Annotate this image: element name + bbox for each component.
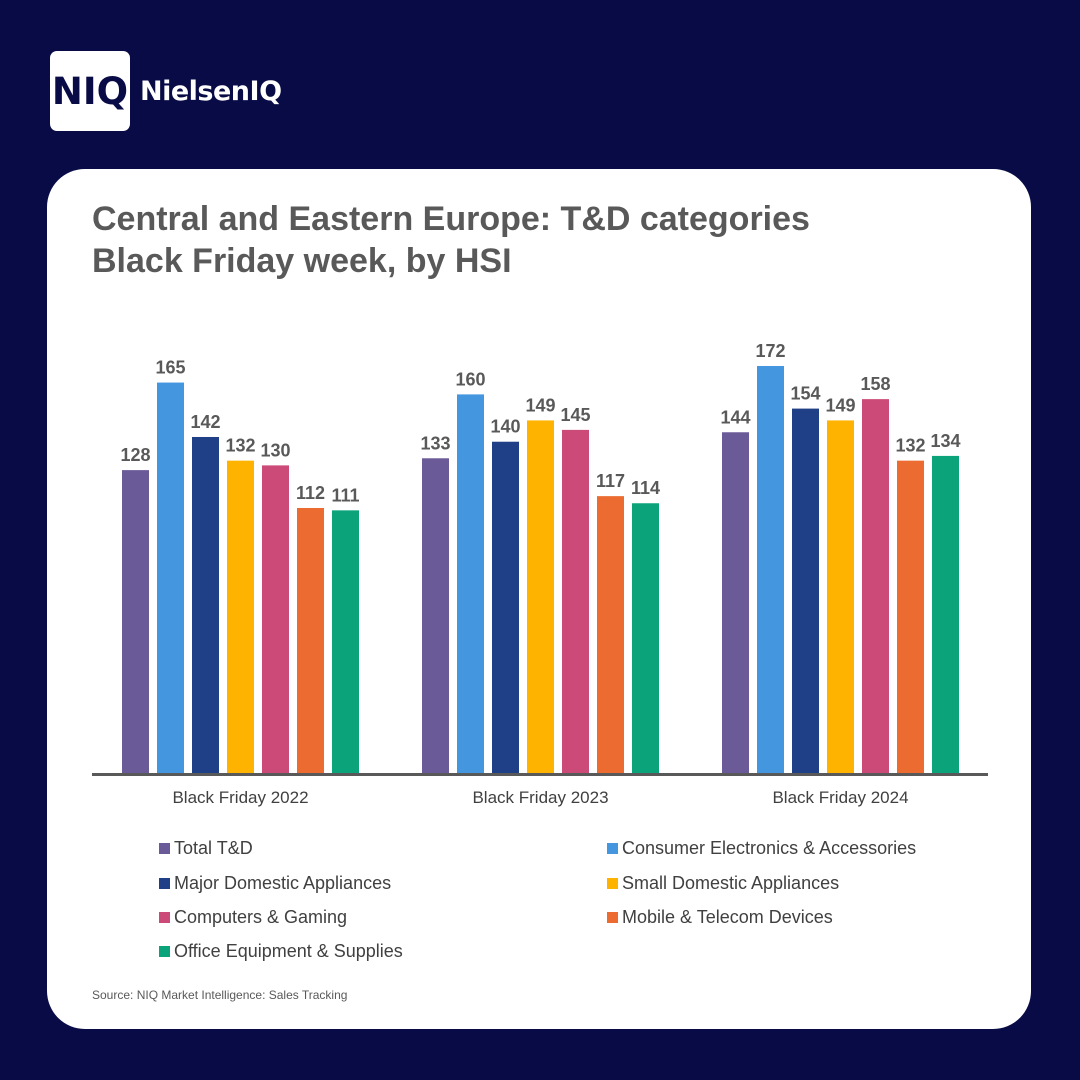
bar-3-3: [792, 408, 819, 773]
x-tick-label: Black Friday 2023: [472, 788, 608, 807]
legend-swatch: [159, 843, 170, 854]
source-note: Source: NIQ Market Intelligence: Sales T…: [92, 988, 348, 1002]
bar-3-1: [722, 432, 749, 773]
bar-2-6: [597, 496, 624, 773]
legend-swatch: [159, 878, 170, 889]
legend-swatch: [159, 912, 170, 923]
bar-2-3: [492, 441, 519, 773]
data-label: 154: [790, 384, 820, 404]
bar-2-1: [422, 458, 449, 773]
data-label: 114: [631, 478, 660, 498]
legend-item: Consumer Electronics & Accessories: [607, 838, 916, 859]
bar-1-5: [262, 465, 289, 773]
legend-swatch: [607, 878, 618, 889]
data-label: 112: [296, 483, 325, 503]
bar-1-4: [227, 460, 254, 773]
bar-2-4: [527, 420, 554, 773]
bar-3-4: [827, 420, 854, 773]
chart-title-line-1: Central and Eastern Europe: T&D categori…: [92, 200, 810, 238]
legend-label: Mobile & Telecom Devices: [622, 907, 833, 927]
bar-2-5: [562, 429, 589, 773]
niq-logo: NIQ: [50, 51, 130, 131]
data-label: 165: [155, 358, 185, 378]
bar-2-7: [632, 503, 659, 773]
data-label: 111: [331, 485, 359, 505]
bar-1-6: [297, 507, 324, 773]
legend-item: Small Domestic Appliances: [607, 873, 839, 894]
bar-3-7: [932, 455, 959, 773]
legend-swatch: [607, 843, 618, 854]
data-label: 142: [190, 412, 220, 432]
x-tick-label: Black Friday 2024: [772, 788, 908, 807]
brand-name: NielsenIQ: [140, 76, 282, 107]
legend-item: Mobile & Telecom Devices: [607, 907, 833, 928]
data-label: 130: [260, 440, 290, 460]
bar-1-2: [157, 382, 184, 773]
data-label: 144: [720, 407, 750, 427]
legend-label: Small Domestic Appliances: [622, 873, 840, 893]
bar-3-5: [862, 399, 889, 773]
data-label: 172: [755, 341, 785, 361]
data-label: 149: [525, 395, 555, 415]
data-label: 145: [560, 405, 590, 425]
legend-item: Major Domestic Appliances: [159, 873, 391, 894]
bar-1-3: [192, 436, 219, 773]
legend-label: Total T&D: [174, 838, 253, 858]
data-label: 133: [420, 433, 450, 453]
legend-label: Consumer Electronics & Accessories: [622, 838, 917, 858]
data-label: 134: [930, 431, 960, 451]
x-tick-label: Black Friday 2022: [172, 788, 308, 807]
chart-title-line-2: Black Friday week, by HSI: [92, 242, 512, 280]
legend-swatch: [159, 946, 170, 957]
legend-swatch: [607, 912, 618, 923]
chart-title: Central and Eastern Europe: T&D categori…: [92, 198, 810, 282]
legend-label: Office Equipment & Supplies: [174, 941, 403, 961]
data-label: 132: [225, 436, 255, 456]
legend-label: Computers & Gaming: [174, 907, 348, 927]
legend-item: Total T&D: [159, 838, 253, 859]
bar-3-2: [757, 366, 784, 773]
logo-text: NIQ: [51, 70, 129, 113]
legend-label: Major Domestic Appliances: [174, 873, 392, 893]
data-label: 158: [860, 374, 890, 394]
bar-1-7: [332, 510, 359, 773]
bar-2-2: [457, 394, 484, 773]
data-label: 128: [120, 445, 150, 465]
data-label: 132: [895, 436, 925, 456]
data-label: 140: [490, 417, 520, 437]
legend-item: Office Equipment & Supplies: [159, 941, 403, 962]
data-label: 149: [825, 395, 855, 415]
data-label: 117: [596, 471, 625, 491]
legend-item: Computers & Gaming: [159, 907, 347, 928]
data-label: 160: [455, 369, 485, 389]
bar-3-6: [897, 460, 924, 773]
bar-1-1: [122, 470, 149, 773]
